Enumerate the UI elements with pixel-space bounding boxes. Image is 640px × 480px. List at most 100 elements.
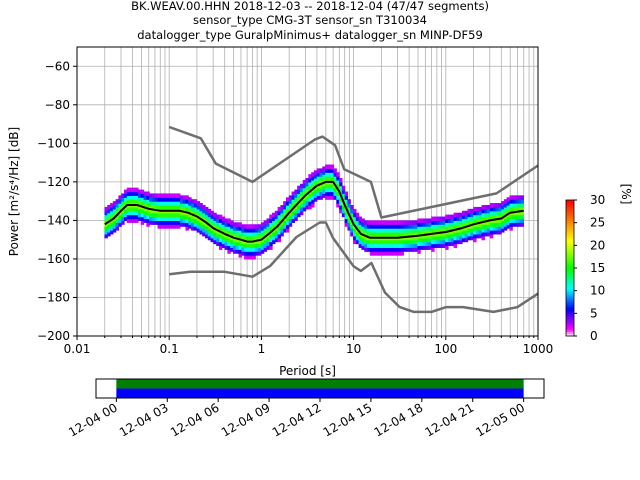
density-cell [411,235,416,241]
density-cell [238,245,242,250]
density-cell [380,243,385,248]
density-cell [249,243,254,248]
density-cell [260,241,265,247]
density-cell [112,224,117,229]
density-cell [154,197,159,202]
density-cell [235,237,240,243]
density-cell [411,220,416,225]
density-cell [316,191,321,196]
density-cell [448,241,452,247]
density-cell [163,220,167,225]
density-cell [503,210,508,216]
density-cell [408,243,413,248]
density-cell [333,179,337,185]
density-cell [165,204,170,210]
density-cell [294,212,298,218]
density-cell [291,195,295,200]
density-cell [408,235,413,241]
density-cell [372,220,376,225]
density-cell [439,231,444,237]
density-cell [258,224,262,229]
density-cell [277,206,282,212]
colorbar-segment [566,313,574,317]
density-cell [473,226,477,231]
density-cell [445,218,449,223]
density-cell [394,251,399,256]
density-cell [280,204,284,210]
density-cell [378,224,382,229]
density-cell [327,187,332,193]
density-cell [224,230,228,235]
density-cell [517,214,522,220]
density-cell [512,206,516,212]
timeline-tick-label: 12-04 00 [66,400,120,439]
density-cell [140,212,145,218]
density-cell [227,226,231,231]
density-cell [436,239,441,245]
density-cell [408,224,413,229]
density-cell [311,203,315,208]
density-cell [191,199,195,204]
density-cell [380,247,385,252]
density-cell [400,239,404,245]
density-cell [286,220,290,225]
density-cell [464,218,469,223]
density-cell [484,228,488,233]
density-cell [484,224,488,229]
colorbar-segment [566,322,574,326]
density-cell [364,228,368,233]
density-cell [299,191,304,196]
density-cell [205,226,209,231]
density-cell [325,176,329,181]
density-cell [280,216,284,221]
density-cell [467,228,471,233]
density-cell [294,193,298,198]
x-tick-label: 1000 [523,342,554,356]
density-cell [193,206,198,212]
density-cell [333,176,337,181]
density-cell [403,243,407,248]
density-cell [218,222,223,227]
density-cell [165,216,170,221]
density-cell [475,214,480,220]
density-cell [481,216,485,221]
density-cell [400,247,404,252]
title-line-3: datalogger_type GuralpMinimus+ datalogge… [137,28,483,42]
density-cell [216,241,220,247]
density-cell [174,224,178,229]
density-cell [450,237,455,243]
density-cell [126,210,131,216]
density-cell [182,199,187,204]
density-cell [375,231,379,237]
density-cell [478,206,483,212]
density-cell [336,195,340,200]
density-cell [322,174,326,179]
density-cell [470,208,474,214]
density-cell [428,233,432,239]
density-cell [520,214,525,220]
density-cell [160,197,164,202]
density-cell [255,235,259,241]
density-cell [400,231,404,237]
density-cell [434,220,438,225]
density-cell [358,216,363,221]
density-cell [218,237,223,243]
density-cell [291,214,295,220]
density-cell [157,224,161,229]
density-cell [509,199,513,204]
density-cell [436,235,441,241]
density-cell [439,220,444,225]
colorbar-tick-label: 0 [590,329,598,343]
density-cell [305,178,309,183]
density-cell [230,231,234,237]
density-cell [288,195,293,200]
density-cell [353,216,357,221]
density-cell [319,179,323,185]
density-cell [216,237,220,243]
density-cell [456,231,460,237]
density-cell [115,226,120,231]
density-cell [227,218,231,223]
density-cell [355,235,360,241]
density-cell [489,233,494,239]
density-cell [118,206,122,212]
